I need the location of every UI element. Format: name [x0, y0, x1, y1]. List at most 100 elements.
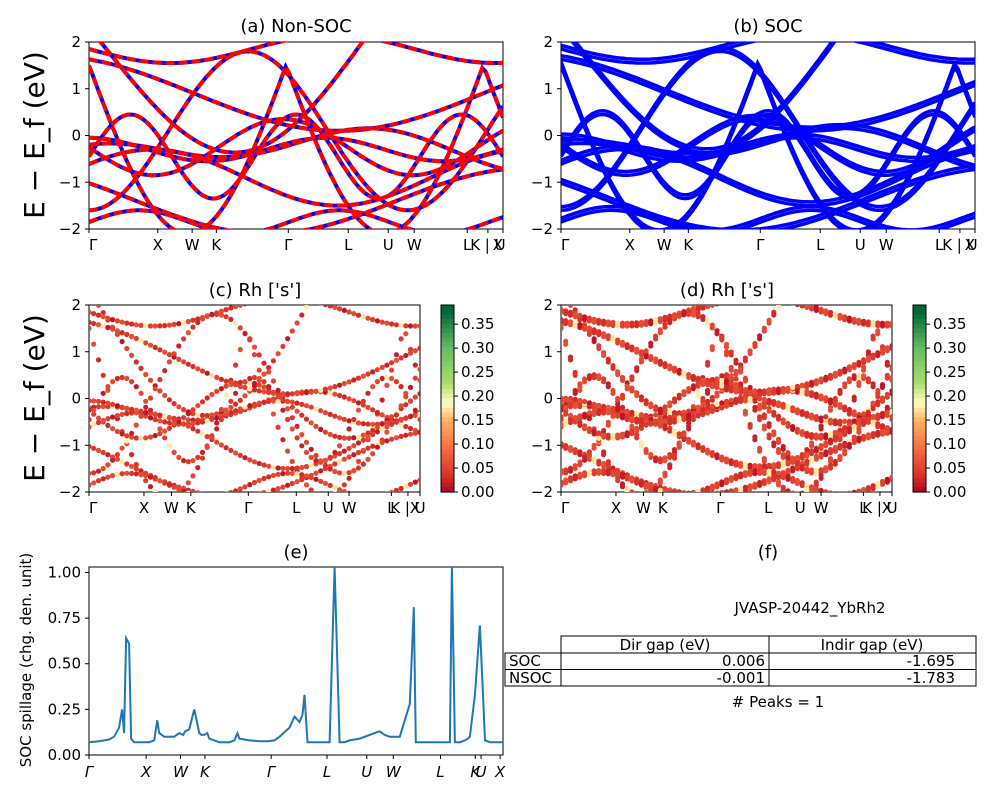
projection-dot: [681, 309, 687, 315]
projection-dot: [181, 359, 187, 365]
projection-dot: [166, 359, 172, 365]
projection-dot: [723, 477, 730, 483]
projection-dot: [761, 423, 767, 429]
projection-dot: [582, 323, 588, 329]
projection-dot: [308, 420, 314, 426]
projection-dot: [662, 321, 668, 327]
projection-dot: [643, 489, 649, 492]
projection-dot: [384, 424, 390, 430]
projection-dot: [157, 426, 163, 432]
colorbar-tick-label: 0.10: [461, 435, 494, 453]
projection-dot: [705, 379, 711, 385]
projection-dot: [761, 468, 767, 474]
projection-dot: [105, 324, 111, 331]
projection-dot: [719, 373, 725, 379]
projection-dot: [285, 406, 291, 412]
projection-dot: [119, 374, 125, 381]
projection-dot: [775, 436, 782, 442]
projection-dot: [143, 435, 149, 441]
projection-dot: [591, 401, 597, 407]
projection-dot: [303, 439, 310, 445]
projection-dot: [219, 493, 224, 498]
projection-dot: [681, 432, 687, 438]
projection-dot: [360, 421, 366, 427]
projection-dot: [695, 488, 701, 492]
projection-dot: [837, 454, 843, 460]
projection-dot: [738, 387, 744, 393]
projection-dot: [289, 470, 295, 476]
panel-b-title: (b) SOC: [733, 16, 802, 37]
projection-dot: [171, 401, 177, 407]
projection-dot: [124, 320, 130, 326]
projection-dot: [143, 404, 149, 410]
projection-dot: [852, 493, 857, 498]
projection-dot: [204, 434, 210, 440]
projection-dot: [889, 414, 892, 420]
projection-dot: [686, 408, 692, 414]
projection-dot: [875, 350, 881, 356]
band-line: [97, 42, 365, 155]
projection-dot: [800, 262, 805, 267]
xtick-label: Γ: [284, 236, 293, 254]
projection-dot: [384, 429, 390, 435]
projection-dot: [671, 313, 678, 319]
projection-dot: [799, 480, 805, 486]
projection-dot: [407, 414, 414, 420]
projection-dot: [823, 489, 829, 492]
projection-dot: [827, 309, 834, 315]
projection-dot: [624, 414, 630, 420]
projection-dot: [804, 254, 809, 259]
xtick-label: Γ: [561, 499, 570, 517]
xtick-label: W: [407, 236, 422, 254]
projection-dot: [605, 333, 611, 339]
projection-dot: [199, 316, 206, 322]
projection-dot: [572, 447, 578, 453]
projection-dot: [147, 474, 154, 480]
projection-dot: [129, 352, 135, 358]
projection-dot: [591, 372, 597, 378]
projection-dot: [738, 486, 744, 492]
projection-dot: [365, 494, 370, 499]
projection-dot: [389, 367, 395, 373]
projection-dot: [856, 317, 862, 323]
projection-dot: [351, 230, 356, 235]
projection-dot: [851, 434, 857, 440]
projection-dot: [728, 364, 734, 370]
projection-dot: [695, 305, 701, 310]
projection-dot: [129, 379, 135, 385]
projection-dot: [638, 412, 645, 418]
projection-dot: [214, 374, 220, 380]
projection-dot: [266, 488, 272, 492]
projection-dot: [856, 426, 862, 432]
projection-dot: [200, 494, 205, 499]
projection-dot: [586, 410, 593, 416]
projection-dot: [100, 314, 106, 320]
projection-dot: [384, 382, 390, 388]
projection-dot: [398, 403, 404, 409]
xtick-label: L: [292, 499, 301, 517]
projection-dot: [823, 395, 829, 401]
projection-dot: [884, 391, 890, 397]
projection-dot: [601, 376, 607, 382]
projection-dot: [629, 415, 635, 421]
projection-dot: [299, 390, 305, 396]
projection-dot: [176, 486, 182, 492]
projection-dot: [861, 486, 867, 492]
projection-dot: [280, 391, 286, 397]
projection-dot: [332, 257, 337, 262]
projection-dot: [242, 305, 248, 307]
projection-dot: [605, 468, 611, 474]
projection-dot: [308, 462, 314, 468]
projection-dot: [403, 352, 409, 359]
ytick-label: −2: [59, 483, 81, 501]
projection-dot: [327, 305, 333, 309]
projection-dot: [596, 435, 602, 441]
projection-dot: [95, 478, 102, 484]
projection-dot: [294, 400, 300, 406]
projection-dot: [251, 344, 258, 350]
projection-dot: [818, 487, 824, 492]
projection-dot: [355, 312, 362, 318]
projection-dot: [124, 331, 130, 338]
projection-dot: [747, 395, 753, 402]
projection-dot: [129, 470, 135, 476]
